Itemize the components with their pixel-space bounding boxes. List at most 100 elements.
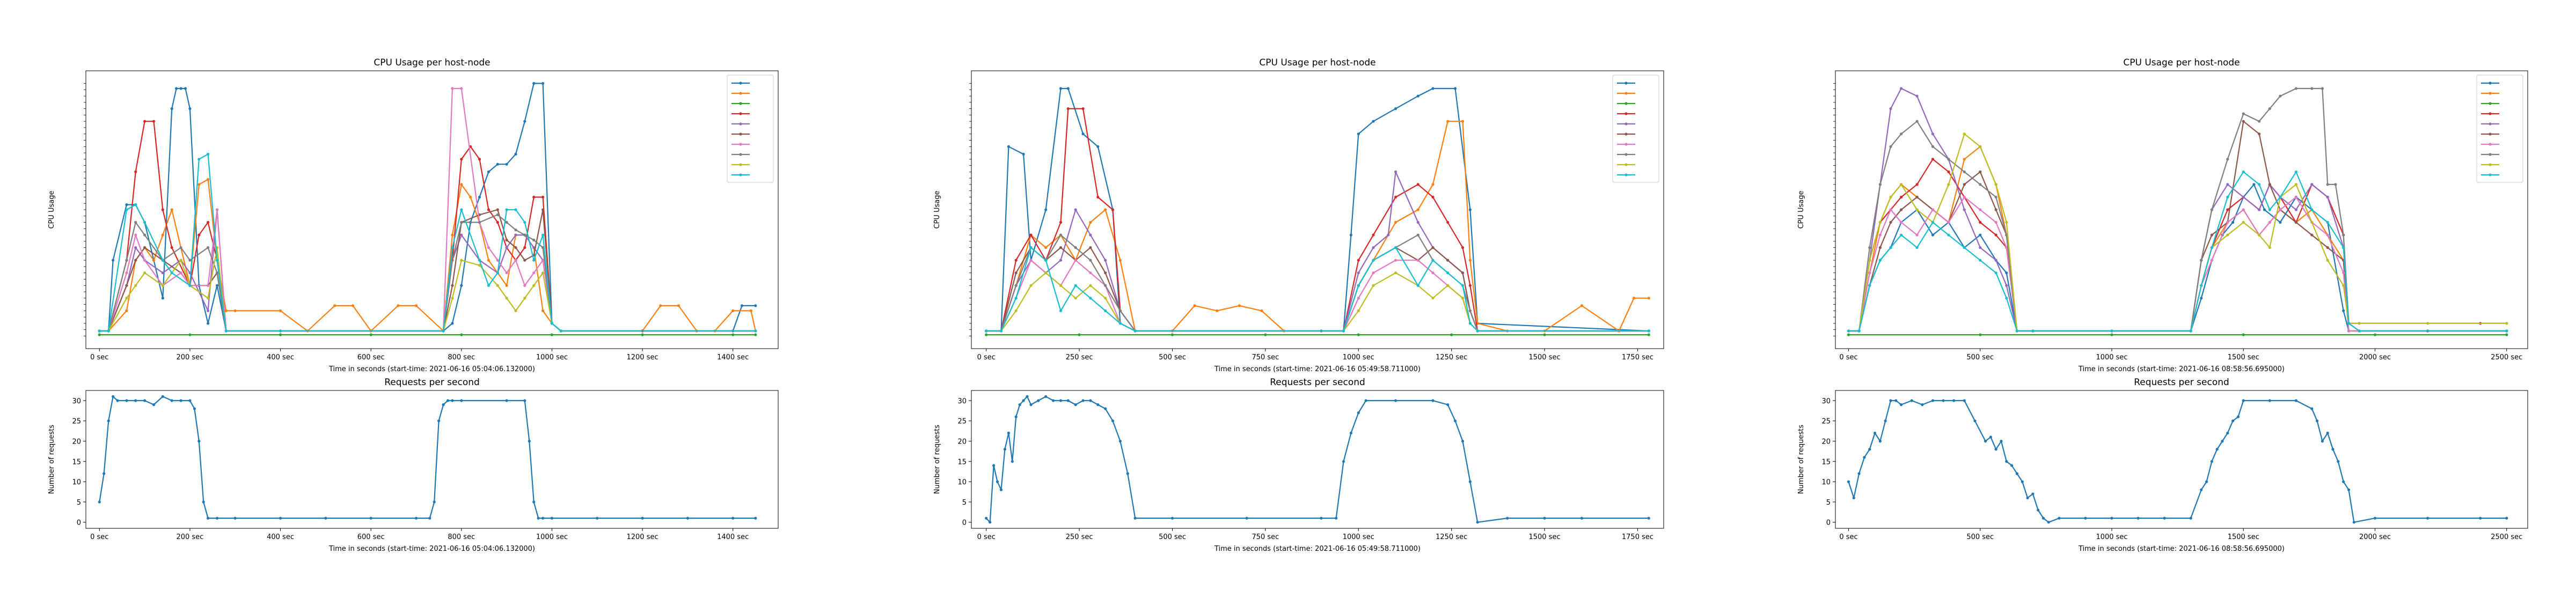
data-point [1878, 233, 1882, 237]
legend-marker [739, 132, 742, 136]
data-point [2279, 208, 2282, 211]
data-point [999, 488, 1003, 491]
data-point [1026, 395, 1029, 398]
data-point [207, 517, 210, 520]
data-point [2226, 208, 2229, 211]
data-point [1078, 333, 1081, 336]
data-point [1089, 259, 1092, 262]
data-point [1900, 220, 1903, 224]
data-point [1081, 132, 1085, 136]
data-point [541, 259, 545, 262]
data-point [754, 517, 757, 520]
series-0 [1847, 183, 2508, 333]
data-point [1468, 284, 1472, 287]
data-point [1878, 246, 1882, 249]
data-point [1963, 208, 1966, 211]
data-point [1915, 246, 1919, 249]
data-point [1979, 220, 1982, 224]
data-point [1416, 284, 1419, 287]
data-point [1104, 259, 1107, 262]
data-point [1357, 271, 1360, 275]
data-point [1915, 94, 1919, 98]
data-point [1357, 333, 1360, 336]
data-point [188, 107, 192, 110]
data-point [1431, 259, 1435, 262]
series-0 [98, 395, 757, 520]
series-0 [985, 395, 1650, 524]
data-point [1104, 407, 1107, 410]
data-point [125, 284, 128, 287]
data-point [2210, 233, 2213, 237]
data-point [279, 333, 282, 336]
data-point [505, 220, 508, 224]
data-point [1868, 271, 1871, 275]
series-5 [985, 246, 1650, 333]
data-point [1394, 246, 1397, 249]
legend-marker [1624, 132, 1628, 136]
data-point [1111, 208, 1115, 211]
data-point [514, 208, 517, 211]
series-line [99, 87, 756, 332]
data-point [2005, 246, 2008, 249]
data-point [2294, 220, 2297, 224]
data-point [2231, 220, 2235, 224]
data-point [2373, 333, 2377, 336]
data-point [1104, 284, 1107, 287]
data-point [1989, 436, 1992, 439]
data-point [1089, 271, 1092, 275]
data-point [1104, 208, 1107, 211]
data-point [188, 284, 192, 287]
y-tick-label: 5 [77, 499, 81, 507]
data-point [1416, 94, 1419, 98]
data-point [125, 208, 128, 211]
data-point [2110, 329, 2113, 333]
data-point [2352, 521, 2355, 524]
data-point [992, 464, 996, 467]
legend-marker [2489, 82, 2492, 85]
data-point [414, 304, 418, 307]
data-point [179, 399, 182, 402]
data-point [686, 517, 689, 520]
data-point [2326, 183, 2329, 186]
data-point [1868, 448, 1871, 451]
data-point [1074, 208, 1077, 211]
data-point [469, 195, 472, 199]
data-point [170, 399, 173, 402]
data-point [1915, 195, 1919, 199]
data-point [1647, 517, 1650, 520]
x-tick-label: 1000 sec [1343, 533, 1374, 541]
data-point [1044, 395, 1048, 398]
data-point [1647, 329, 1650, 333]
x-tick-label: 1200 sec [626, 353, 658, 362]
data-point [523, 246, 526, 249]
data-point [215, 284, 219, 287]
x-tick-label: 1000 sec [2096, 533, 2127, 541]
data-point [207, 152, 210, 156]
data-point [2321, 87, 2324, 90]
data-point [215, 517, 219, 520]
data-point [125, 203, 128, 206]
series-2 [1847, 333, 2508, 336]
data-point [1014, 415, 1018, 418]
data-point [1037, 399, 1040, 402]
data-point [460, 183, 463, 186]
data-point [1118, 259, 1122, 262]
data-point [1011, 460, 1014, 463]
data-point [369, 333, 372, 336]
data-point [324, 517, 327, 520]
series-line [99, 396, 756, 519]
data-point [1446, 259, 1450, 262]
data-point [333, 304, 336, 307]
y-axis-label: CPU Usage [48, 190, 56, 228]
y-tick-label: 25 [72, 418, 81, 426]
data-point [754, 304, 757, 307]
data-point [1994, 448, 1997, 451]
series-line [1848, 87, 2507, 332]
data-point [1364, 399, 1367, 402]
data-point [2231, 419, 2235, 423]
y-tick-label: 0 [1826, 519, 1831, 527]
data-point [1543, 333, 1546, 336]
data-point [1245, 517, 1248, 520]
data-point [1446, 120, 1450, 123]
series-line [99, 83, 756, 332]
